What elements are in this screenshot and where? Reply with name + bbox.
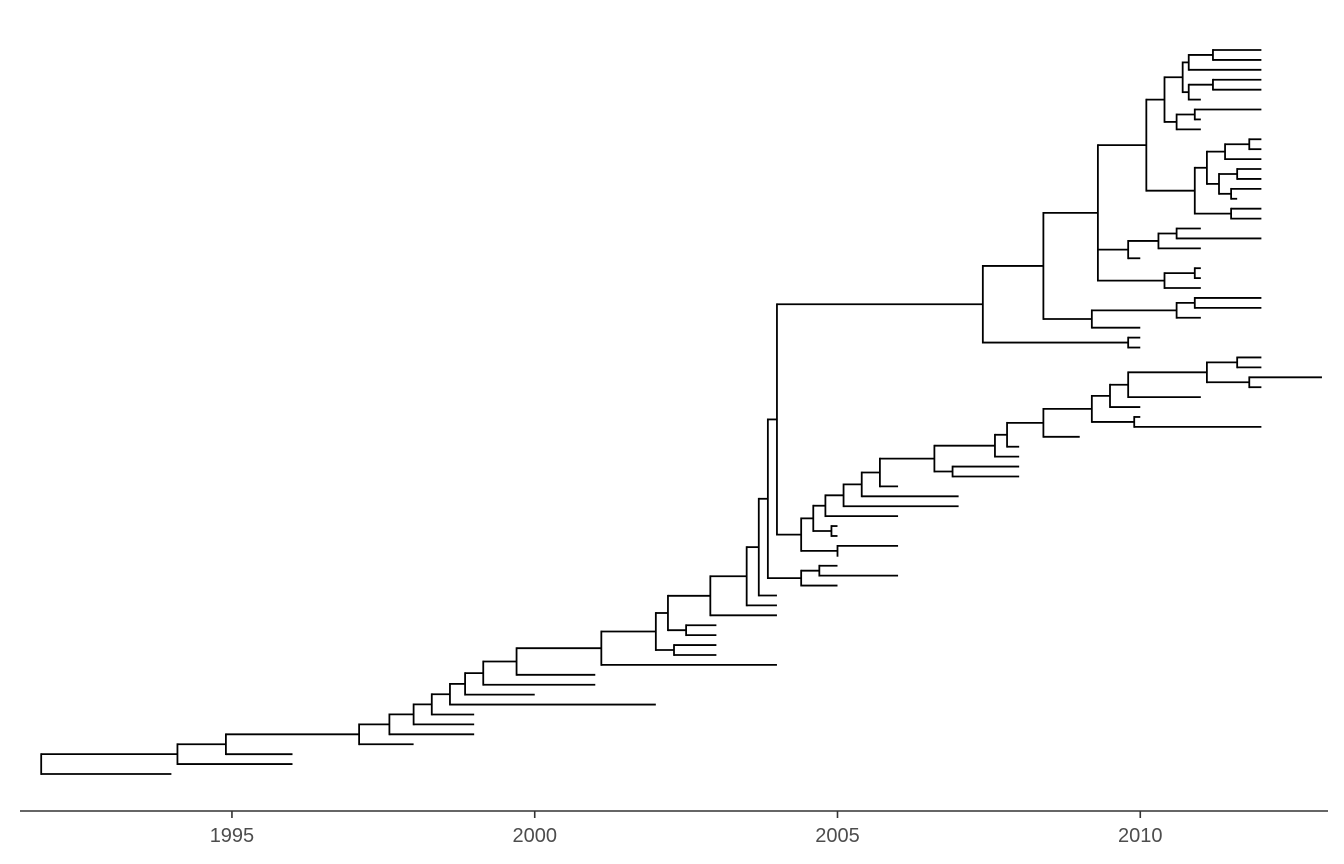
x-tick-label: 2010 [1118, 825, 1163, 847]
x-axis-ticks: 1995 2000 2005 2010 [210, 811, 1163, 847]
x-tick-label: 1995 [210, 825, 255, 847]
x-tick-label: 2000 [512, 825, 557, 847]
x-tick-label: 2005 [815, 825, 860, 847]
tree-branches [40, 49, 1322, 775]
